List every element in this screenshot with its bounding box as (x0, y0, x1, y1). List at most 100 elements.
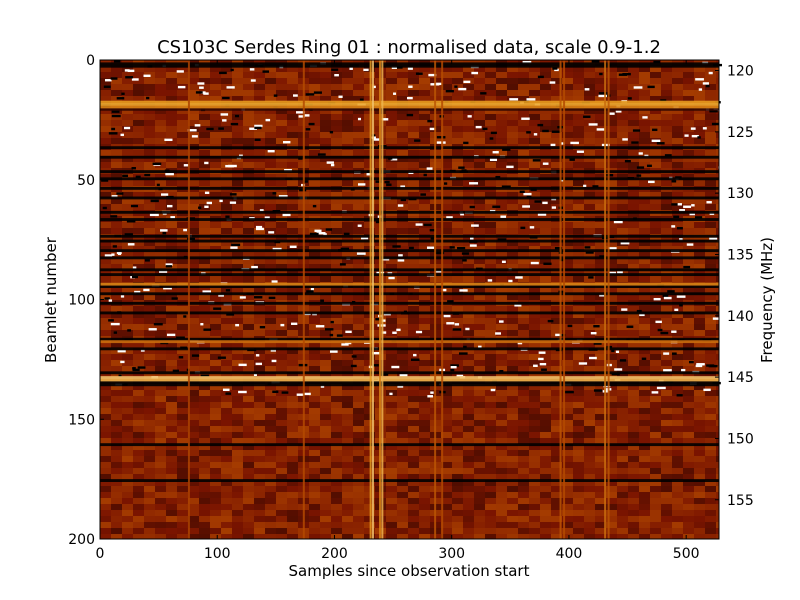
heatmap-cell (716, 384, 719, 390)
heatmap-cell (122, 462, 133, 468)
heatmap-cell (210, 444, 221, 450)
heatmap-cell (309, 486, 320, 492)
heatmap-cell (397, 348, 408, 354)
heatmap-cell (463, 192, 474, 198)
heatmap-cell (551, 126, 562, 132)
heatmap-cell (210, 162, 221, 168)
heatmap-cell (694, 84, 705, 90)
heatmap-cell (188, 438, 199, 444)
heatmap-cell (540, 318, 551, 324)
heatmap-cell (705, 120, 716, 126)
heatmap-cell (199, 120, 210, 126)
heatmap-cell (144, 438, 155, 444)
heatmap-cell (595, 510, 606, 516)
heatmap-cell (672, 456, 683, 462)
heatmap-cell (232, 390, 243, 396)
heatmap-cell (265, 192, 276, 198)
heatmap-cell (705, 264, 716, 270)
heatmap-speckle (407, 67, 413, 70)
heatmap-cell (111, 414, 122, 420)
heatmap-cell (474, 528, 485, 534)
heatmap-cell (639, 240, 650, 246)
heatmap-cell (485, 192, 496, 198)
heatmap-cell (287, 372, 298, 378)
heatmap-cell (122, 90, 133, 96)
heatmap-cell (595, 294, 606, 300)
heatmap-cell (529, 534, 540, 539)
heatmap-speckle (320, 299, 324, 302)
heatmap-cell (485, 330, 496, 336)
heatmap-cell (221, 222, 232, 228)
heatmap-cell (155, 492, 166, 498)
heatmap-cell (331, 426, 342, 432)
heatmap-cell (199, 354, 210, 360)
heatmap-cell (639, 456, 650, 462)
heatmap-speckle (278, 195, 288, 198)
heatmap-cell (529, 312, 540, 318)
heatmap-cell (122, 150, 133, 156)
heatmap-cell (254, 468, 265, 474)
heatmap-cell (166, 426, 177, 432)
heatmap-cell (408, 348, 419, 354)
heatmap-cell (177, 264, 188, 270)
heatmap-cell (221, 120, 232, 126)
heatmap-cell (628, 402, 639, 408)
heatmap-cell (331, 108, 342, 114)
heatmap-cell (518, 342, 529, 348)
heatmap-speckle (671, 180, 677, 183)
heatmap-cell (166, 126, 177, 132)
heatmap-cell (342, 138, 353, 144)
heatmap-cell (199, 258, 210, 264)
heatmap-speckle (251, 265, 258, 269)
heatmap-cell (166, 150, 177, 156)
heatmap-cell (276, 498, 287, 504)
heatmap-cell (419, 354, 430, 360)
heatmap-cell (507, 432, 518, 438)
heatmap-cell (199, 150, 210, 156)
heatmap-speckle (539, 362, 547, 366)
heatmap-cell (155, 432, 166, 438)
heatmap-speckle (588, 123, 598, 126)
heatmap-cell (551, 252, 562, 258)
heatmap-cell (100, 444, 111, 450)
heatmap-cell (518, 240, 529, 246)
heatmap-cell (716, 150, 719, 156)
heatmap-cell (562, 126, 573, 132)
heatmap-speckle (200, 323, 204, 326)
heatmap-cell (529, 180, 540, 186)
heatmap-cell (573, 534, 584, 539)
heatmap-cell (221, 294, 232, 300)
heatmap-cell (155, 156, 166, 162)
heatmap-cell (100, 492, 111, 498)
heatmap-cell (276, 258, 287, 264)
heatmap-cell (397, 426, 408, 432)
heatmap-cell (441, 396, 452, 402)
heatmap-cell (606, 204, 617, 210)
heatmap-cell (276, 528, 287, 534)
heatmap-speckle (542, 129, 549, 133)
heatmap-cell (441, 270, 452, 276)
heatmap-cell (276, 126, 287, 132)
heatmap-cell (265, 252, 276, 258)
heatmap-cell (287, 252, 298, 258)
heatmap-cell (441, 390, 452, 396)
heatmap-cell (287, 156, 298, 162)
heatmap-speckle (532, 159, 541, 162)
heatmap-cell (485, 348, 496, 354)
heatmap-cell (463, 456, 474, 462)
heatmap-cell (617, 330, 628, 336)
heatmap-cell (276, 468, 287, 474)
heatmap-cell (584, 468, 595, 474)
heatmap-cell (265, 258, 276, 264)
heatmap-cell (210, 534, 221, 539)
heatmap-cell (639, 408, 650, 414)
heatmap-cell (617, 390, 628, 396)
heatmap-cell (188, 408, 199, 414)
heatmap-cell (639, 264, 650, 270)
heatmap-speckle (183, 228, 188, 232)
heatmap-cell (364, 96, 375, 102)
heatmap-cell (606, 438, 617, 444)
heatmap-cell (232, 84, 243, 90)
heatmap-cell (452, 354, 463, 360)
heatmap-cell (540, 132, 551, 138)
